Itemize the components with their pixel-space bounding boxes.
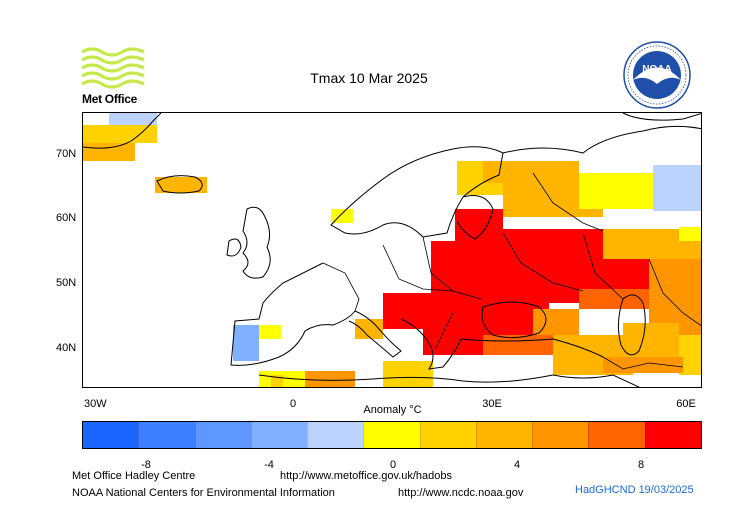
colorbar-segment xyxy=(250,422,308,448)
colorbar-segment xyxy=(588,422,645,448)
footer-metoffice-url: http://www.metoffice.gov.uk/hadobs xyxy=(280,470,453,482)
colorbar-segment xyxy=(363,422,420,448)
colorbar-segment xyxy=(532,422,589,448)
lon-label-30w: 30W xyxy=(84,398,107,410)
colorbar-tick-minus4: -4 xyxy=(264,459,274,471)
colorbar-segment xyxy=(194,422,251,448)
colorbar-tick-minus8: -8 xyxy=(141,459,151,471)
colorbar-segment xyxy=(83,422,139,448)
colorbar-segment xyxy=(138,422,195,448)
footer-hadley-centre: Met Office Hadley Centre xyxy=(72,470,196,482)
lon-label-60e: 60E xyxy=(676,398,696,410)
lat-label-70n: 70N xyxy=(56,148,77,160)
colorbar-segment xyxy=(419,422,476,448)
colorbar-units-label: Anomaly °C xyxy=(363,404,422,416)
lat-label-50n: 50N xyxy=(56,277,77,289)
colorbar-segment xyxy=(307,422,364,448)
met-office-wave-logo xyxy=(81,47,145,89)
anomaly-map xyxy=(82,112,702,388)
footer-noaa-ncei: NOAA National Centers for Environmental … xyxy=(72,487,335,499)
lat-label-60n: 60N xyxy=(56,212,77,224)
noaa-logo-text: NOAA xyxy=(642,64,671,75)
anomaly-cells xyxy=(83,113,701,387)
colorbar-segment xyxy=(644,422,701,448)
colorbar xyxy=(82,421,702,449)
noaa-seal: NOAA xyxy=(623,41,691,109)
coastlines xyxy=(83,113,701,387)
dataset-stamp: HadGHCND 19/03/2025 xyxy=(575,484,694,496)
met-office-logo-text: Met Office xyxy=(82,92,138,106)
chart-title: Tmax 10 Mar 2025 xyxy=(310,70,428,86)
lat-label-40n: 40N xyxy=(56,342,77,354)
lon-label-0: 0 xyxy=(289,398,297,410)
footer-ncdc-url: http://www.ncdc.noaa.gov xyxy=(398,487,524,499)
colorbar-segment xyxy=(475,422,533,448)
colorbar-tick-0: 0 xyxy=(389,459,397,471)
lon-label-30e: 30E xyxy=(482,398,502,410)
colorbar-tick-8: 8 xyxy=(637,459,645,471)
anomaly-map-svg xyxy=(83,113,701,387)
colorbar-tick-4: 4 xyxy=(513,459,521,471)
